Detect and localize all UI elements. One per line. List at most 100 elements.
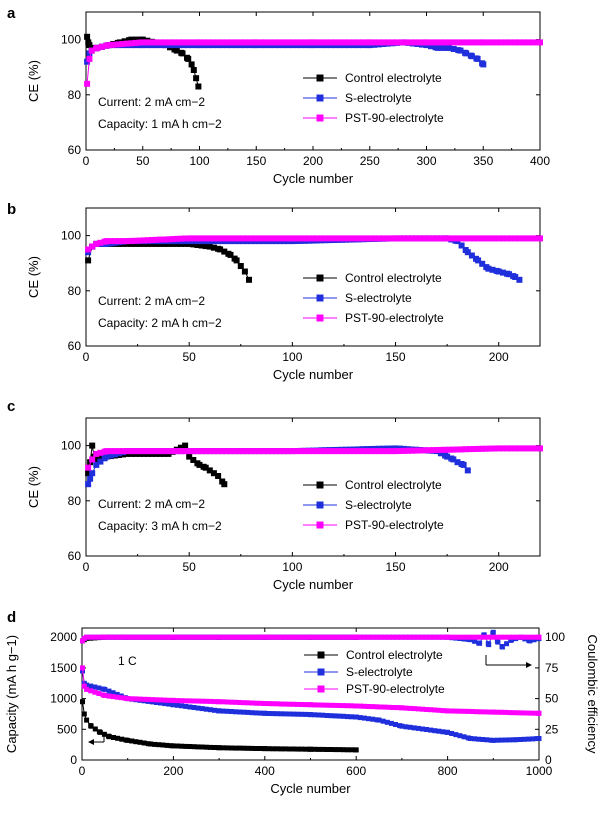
data-point — [180, 39, 187, 46]
data-point — [215, 448, 222, 455]
x-tick-label: 100 — [282, 350, 302, 364]
data-point — [484, 737, 490, 743]
data-point — [210, 244, 217, 251]
data-point — [170, 697, 176, 703]
data-point — [84, 33, 91, 40]
data-point — [464, 467, 471, 474]
data-point — [103, 453, 110, 460]
data-point — [278, 634, 284, 640]
legend-label: Control electrolyte — [345, 71, 442, 85]
x-tick-label: 200 — [489, 350, 509, 364]
data-point — [524, 235, 531, 242]
data-point — [367, 235, 374, 242]
data-point — [519, 634, 525, 640]
data-point — [475, 257, 482, 264]
data-point — [479, 235, 486, 242]
data-point — [340, 634, 346, 640]
data-point — [351, 448, 358, 455]
data-point — [128, 40, 135, 47]
data-point — [453, 708, 459, 714]
y-tick-label: 1500 — [50, 661, 77, 675]
data-point — [274, 711, 280, 717]
data-point — [291, 634, 297, 640]
data-point — [190, 448, 197, 455]
data-point — [384, 235, 391, 242]
data-point — [249, 745, 255, 751]
data-point — [453, 732, 459, 738]
data-point — [260, 235, 267, 242]
data-point — [480, 737, 486, 742]
data-point — [256, 448, 263, 455]
data-point — [233, 745, 239, 751]
data-point — [349, 747, 355, 753]
data-point — [436, 728, 442, 734]
data-point — [400, 447, 407, 454]
data-point — [297, 448, 304, 455]
legend-marker — [316, 314, 324, 322]
series-c-2 — [85, 445, 543, 471]
data-point — [337, 39, 344, 46]
data-point — [371, 39, 378, 46]
data-point — [460, 461, 467, 468]
data-point — [511, 710, 517, 716]
data-point — [310, 448, 316, 455]
data-point — [194, 448, 201, 455]
y-tick-label: 0 — [70, 753, 77, 767]
data-point — [524, 445, 531, 452]
data-point — [394, 705, 400, 711]
data-point — [202, 235, 209, 242]
data-point — [432, 728, 438, 734]
data-point — [380, 448, 387, 455]
data-point — [239, 448, 246, 455]
data-point — [206, 467, 213, 474]
data-point — [299, 711, 305, 717]
data-point — [370, 634, 376, 640]
plot-frame — [85, 417, 541, 557]
data-point — [198, 242, 205, 249]
data-point — [433, 447, 440, 453]
data-point — [415, 634, 421, 640]
data-point — [266, 634, 272, 640]
data-point — [294, 39, 301, 46]
data-point — [416, 39, 423, 46]
data-point — [508, 445, 515, 452]
data-point — [303, 746, 309, 752]
data-point — [110, 634, 116, 640]
data-point — [334, 448, 341, 455]
data-point — [388, 448, 395, 455]
data-point — [133, 634, 139, 640]
data-point — [528, 445, 535, 452]
legend-marker — [316, 481, 324, 489]
legend-marker — [316, 521, 324, 529]
data-point — [92, 684, 98, 690]
data-point — [330, 235, 337, 242]
data-point — [191, 705, 197, 710]
legend-label: PST-90-electrolyte — [345, 311, 444, 325]
data-point — [105, 42, 112, 49]
data-point — [398, 39, 405, 46]
data-point — [233, 699, 239, 705]
data-point — [462, 235, 469, 242]
data-point — [103, 238, 110, 245]
data-point — [399, 723, 405, 729]
data-point — [129, 738, 135, 744]
x-tick-label: 200 — [163, 764, 183, 778]
data-point — [85, 464, 92, 471]
data-point — [165, 448, 172, 455]
y-axis-label: CE (%) — [26, 256, 41, 298]
data-point — [116, 238, 122, 245]
data-point — [531, 710, 537, 716]
data-point — [495, 235, 502, 242]
data-point — [319, 39, 326, 46]
x-tick-label: 600 — [346, 764, 366, 778]
series-d-0 — [80, 699, 359, 753]
data-point — [487, 445, 494, 452]
data-point — [169, 236, 176, 243]
data-point — [357, 703, 363, 709]
data-point — [235, 448, 242, 455]
legend-label: Control electrolyte — [345, 478, 442, 492]
data-point — [475, 445, 482, 452]
data-point — [215, 473, 222, 479]
data-point — [499, 269, 506, 276]
data-point — [93, 240, 100, 247]
